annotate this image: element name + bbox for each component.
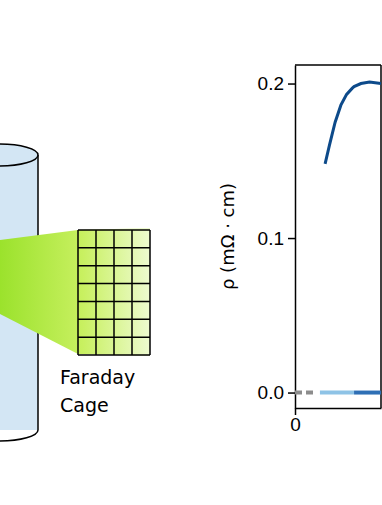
series-line — [295, 391, 315, 395]
cage-line — [95, 230, 97, 355]
cage-label: Cage — [60, 394, 109, 416]
cage-line — [78, 354, 150, 356]
cage-line — [78, 247, 150, 249]
series-line — [354, 391, 381, 395]
x-axis: 0 — [290, 408, 381, 435]
plot-area — [295, 82, 381, 393]
y-tick: 0.2 — [258, 73, 295, 94]
cage-line — [131, 230, 133, 355]
cage-line — [78, 229, 150, 231]
frame-right — [380, 65, 382, 408]
frame-top — [295, 64, 381, 66]
cage-label: Faraday — [60, 366, 135, 388]
cage-line — [149, 230, 151, 355]
cage-line — [78, 283, 150, 285]
y-tick: 0.1 — [258, 228, 295, 249]
x-tick: 0 — [290, 408, 301, 435]
y-tick-label: 0.1 — [258, 228, 284, 249]
figure: Faraday Cage 0.0 0.1 0.2 0 ρ (mΩ · cm) — [0, 0, 382, 505]
y-axis-line — [295, 66, 297, 409]
cage-line — [78, 265, 150, 267]
beam — [0, 228, 150, 356]
y-tick-mark — [288, 238, 295, 240]
cage-line — [78, 301, 150, 303]
y-tick-label: 0.0 — [258, 382, 284, 403]
y-axis-title: ρ (mΩ · cm) — [217, 183, 238, 290]
cage-line — [77, 230, 79, 355]
cage-line — [113, 230, 115, 355]
y-tick-label: 0.2 — [258, 73, 284, 94]
series-line — [325, 82, 381, 164]
cage-line — [78, 336, 150, 338]
series-line — [320, 391, 354, 395]
x-tick-label: 0 — [290, 414, 301, 435]
diagram: Faraday Cage — [0, 144, 150, 441]
y-tick-mark — [288, 392, 295, 394]
y-tick-mark — [288, 83, 295, 85]
faraday-cage — [78, 230, 150, 355]
y-tick: 0.0 — [258, 382, 295, 403]
cage-line — [78, 319, 150, 321]
cylinder-bottom — [0, 430, 38, 441]
y-axis: 0.0 0.1 0.2 — [258, 66, 296, 409]
x-axis-line — [296, 408, 382, 410]
cylinder-top — [0, 144, 38, 166]
